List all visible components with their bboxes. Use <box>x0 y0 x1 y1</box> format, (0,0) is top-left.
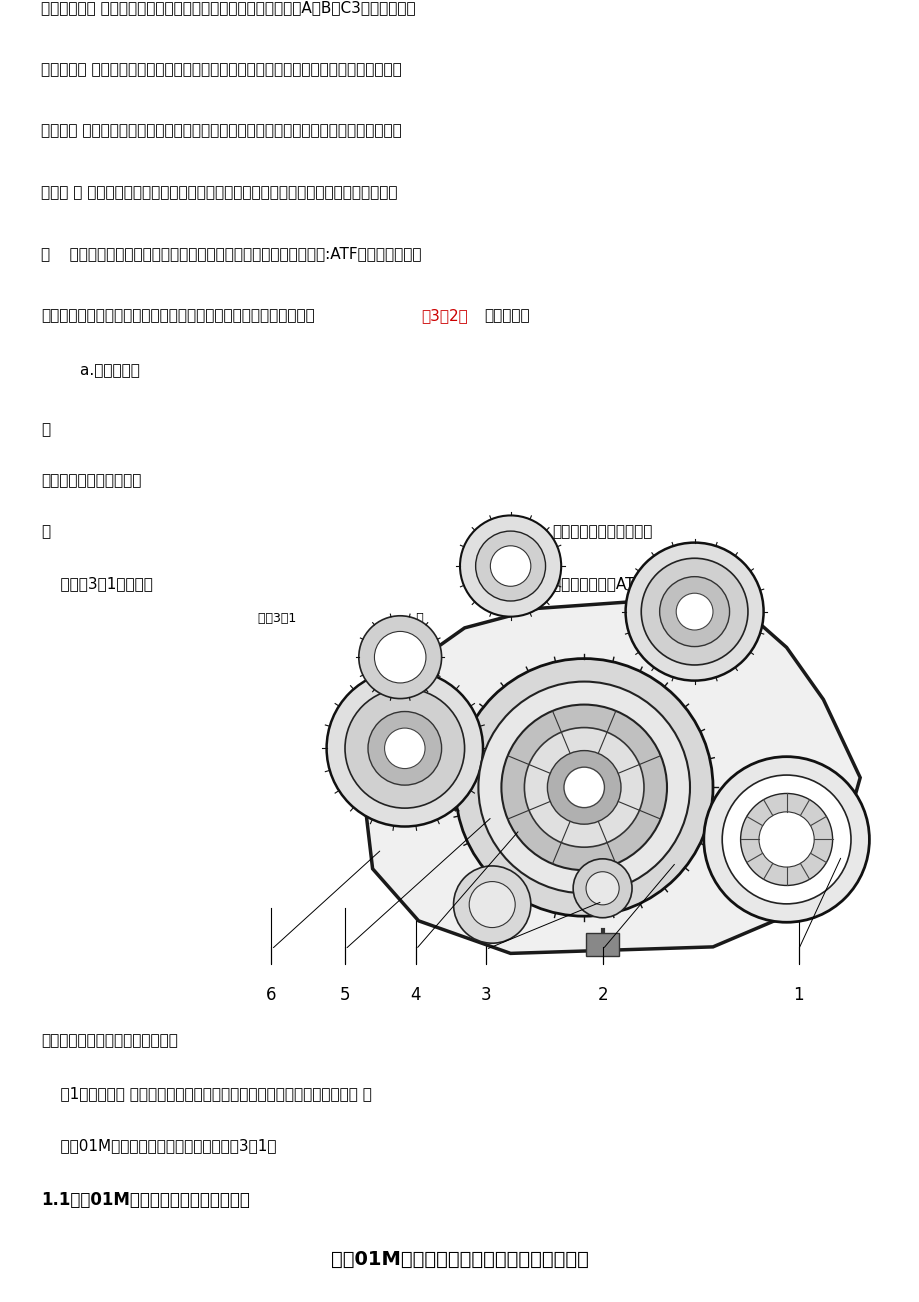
Ellipse shape <box>345 689 464 809</box>
Text: 转速时的 输出扭矩。涡轮和泵轮之间是靠液压油传递动力的，两者之间有一定的转速差，: 转速时的 输出扭矩。涡轮和泵轮之间是靠液压油传递动力的，两者之间有一定的转速差， <box>41 124 402 138</box>
Ellipse shape <box>721 775 850 904</box>
Ellipse shape <box>358 616 441 699</box>
Text: 大众01M型自动变速器的结构组成及工作原理: 大众01M型自动变速器的结构组成及工作原理 <box>331 1250 588 1269</box>
Text: 2: 2 <box>596 987 607 1004</box>
Text: 性连接。锁止 离合器由电控单元控制，电控单元通过电磁阀控制A、B、C3个油道的油压: 性连接。锁止 离合器由电控单元控制，电控单元通过电磁阀控制A、B、C3个油道的油… <box>41 0 415 16</box>
Ellipse shape <box>625 543 763 681</box>
Ellipse shape <box>501 704 666 870</box>
Text: 速: 速 <box>41 525 51 539</box>
Text: a.液力变扭器: a.液力变扭器 <box>41 363 140 379</box>
Text: 5: 5 <box>339 987 350 1004</box>
Text: 大众01M自动变速器由三部分组成。（图3－1）: 大众01M自动变速器由三部分组成。（图3－1） <box>41 1138 277 1154</box>
Text: 3: 3 <box>480 987 491 1004</box>
Ellipse shape <box>675 594 712 630</box>
Ellipse shape <box>368 711 441 785</box>
Ellipse shape <box>585 872 618 905</box>
Text: 油封，把两种油分离开。: 油封，把两种油分离开。 <box>551 525 652 539</box>
Ellipse shape <box>740 793 832 885</box>
Ellipse shape <box>703 756 868 922</box>
Text: 1: 1 <box>792 987 803 1004</box>
Text: 1.1大众01M型自动变速器内部总体结构: 1.1大众01M型自动变速器内部总体结构 <box>41 1191 250 1210</box>
Ellipse shape <box>453 866 530 943</box>
Polygon shape <box>363 602 859 953</box>
Ellipse shape <box>460 516 561 617</box>
Ellipse shape <box>469 881 515 927</box>
Ellipse shape <box>573 859 631 918</box>
Ellipse shape <box>374 631 425 684</box>
Ellipse shape <box>659 577 729 647</box>
Text: （图3－1                              图: （图3－1 图 <box>257 612 423 625</box>
Ellipse shape <box>455 659 712 917</box>
Text: 如各离合器和制动器）的动力源。: 如各离合器和制动器）的动力源。 <box>41 1034 178 1048</box>
Text: 齿: 齿 <box>41 422 51 437</box>
Text: 不但使油温 升高，还降低了传动效率，锁止离合器可以把涡轮和泵轮连接为一体，形成刚: 不但使油温 升高，还降低了传动效率，锁止离合器可以把涡轮和泵轮连接为一体，形成刚 <box>41 61 402 77</box>
Ellipse shape <box>547 750 620 824</box>
Text: （1）液力元件 包括液力变扭器及油泵等，用于动力传递及提供液压元件 （: （1）液力元件 包括液力变扭器及油泵等，用于动力传递及提供液压元件 （ <box>41 1086 372 1101</box>
Text: 4: 4 <box>410 987 421 1004</box>
Ellipse shape <box>758 812 813 867</box>
Ellipse shape <box>641 559 747 665</box>
Text: （3－2）: （3－2） <box>421 307 467 323</box>
Text: 。泵轮与壳: 。泵轮与壳 <box>483 307 529 323</box>
Ellipse shape <box>478 681 689 893</box>
Ellipse shape <box>563 767 604 807</box>
Ellipse shape <box>524 728 643 848</box>
Text: 体    焊接为一体，由发动机飞轮驱动。工作时其内充满自动变速器油:ATF油），其动力传: 体 焊接为一体，由发动机飞轮驱动。工作时其内充满自动变速器油:ATF油），其动力… <box>41 246 422 262</box>
Text: 油；下部是差速器，内装: 油；下部是差速器，内装 <box>41 473 142 488</box>
Ellipse shape <box>326 671 482 827</box>
Text: 由（图3－1）可知变: 由（图3－1）可知变 <box>41 575 153 591</box>
Text: 液力变扭器由壳体、锁止离合器、涡轮、号轮和泵轮组成，分解图见: 液力变扭器由壳体、锁止离合器、涡轮、号轮和泵轮组成，分解图见 <box>41 307 315 323</box>
Bar <box>585 932 618 956</box>
Ellipse shape <box>384 728 425 768</box>
Text: 是变速器，内装ATF 个: 是变速器，内装ATF 个 <box>551 575 656 591</box>
Text: 递路线 是 发动机飞轮一变扭器壳体一泵轮一涡轮一变速器输入轴，导轮的作用是增大低: 递路线 是 发动机飞轮一变扭器壳体一泵轮一涡轮一变速器输入轴，导轮的作用是增大低 <box>41 185 398 199</box>
Ellipse shape <box>475 531 545 602</box>
Ellipse shape <box>490 546 530 586</box>
Text: 6: 6 <box>266 987 277 1004</box>
